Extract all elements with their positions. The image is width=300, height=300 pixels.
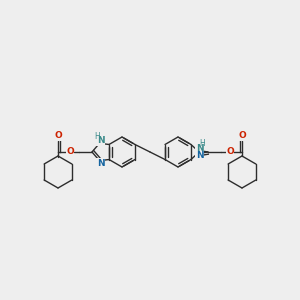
Text: N: N bbox=[97, 159, 104, 168]
Text: N: N bbox=[196, 144, 203, 153]
Text: H: H bbox=[94, 132, 100, 141]
Text: O: O bbox=[54, 131, 62, 140]
Text: N: N bbox=[97, 136, 104, 145]
Text: N: N bbox=[196, 151, 203, 160]
Text: H: H bbox=[200, 139, 206, 148]
Text: O: O bbox=[238, 131, 246, 140]
Text: O: O bbox=[66, 148, 74, 157]
Text: O: O bbox=[226, 148, 234, 157]
